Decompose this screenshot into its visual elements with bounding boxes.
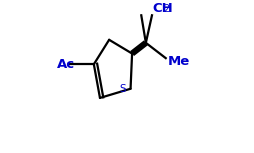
Text: Ac: Ac [57, 58, 75, 71]
Text: CH: CH [152, 2, 173, 15]
Text: Me: Me [167, 55, 189, 68]
Text: S: S [119, 84, 126, 94]
Text: 2: 2 [163, 4, 169, 14]
